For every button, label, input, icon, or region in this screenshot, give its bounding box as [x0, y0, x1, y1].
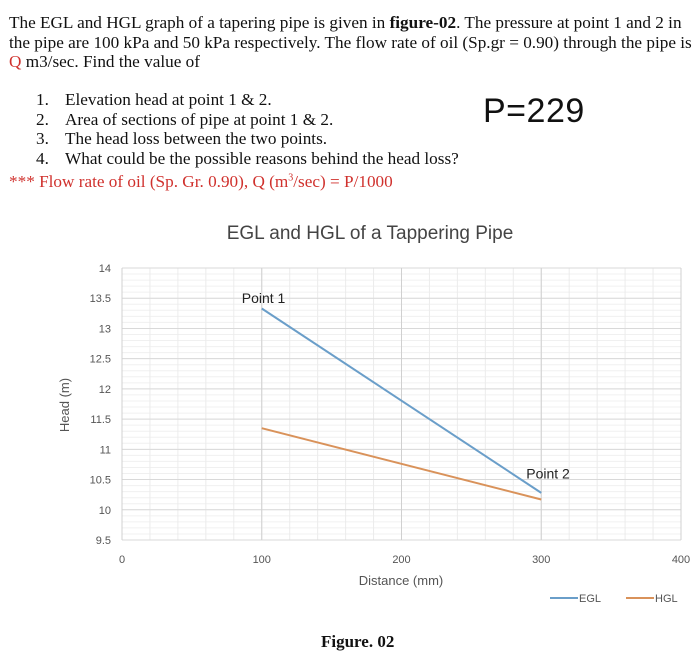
legend-hgl-label: HGL — [655, 593, 678, 605]
legend-egl-label: EGL — [579, 593, 601, 605]
x-tick-label: 400 — [672, 554, 690, 566]
y-axis-label: Head (m) — [57, 378, 72, 432]
x-axis-label: Distance (mm) — [359, 573, 444, 588]
figure-caption: Figure. 02 — [321, 632, 395, 651]
chart-legend: EGL HGL — [550, 593, 678, 605]
y-tick-label: 10 — [99, 505, 111, 517]
question-text: Elevation head at point 1 & 2. — [65, 90, 272, 109]
x-tick-label: 100 — [253, 554, 271, 566]
y-tick-label: 13.5 — [90, 293, 111, 305]
question-number: 1. — [36, 90, 49, 109]
chart-grid — [121, 267, 682, 541]
chart-series — [261, 307, 542, 501]
question-item: 4. What could be the possible reasons beh… — [36, 149, 459, 169]
question-item: 1. Elevation head at point 1 & 2. — [36, 90, 459, 110]
flow-rate-symbol: Q — [9, 52, 22, 71]
figure-reference: figure-02 — [389, 13, 457, 32]
note-superscript: 3 — [288, 172, 294, 184]
question-list: 1. Elevation head at point 1 & 2. 2. Area … — [36, 90, 459, 168]
intro-text-3: m3/sec. Find the value of — [21, 52, 200, 71]
intro-text: The EGL and HGL graph of a tapering pipe… — [9, 13, 390, 32]
annotation-point-1: Point 1 — [242, 290, 286, 306]
y-tick-label: 10.5 — [90, 475, 111, 487]
question-number: 3. — [36, 129, 49, 148]
note-prefix: *** Flow rate of oil (Sp. Gr. 0.90), Q (… — [9, 172, 289, 191]
series-egl-line — [261, 307, 542, 494]
p-value: P=229 — [483, 92, 585, 130]
annotation-point-2: Point 2 — [526, 466, 570, 482]
question-item: 2. Area of sections of pipe at point 1 & … — [36, 110, 459, 130]
series-hgl-line — [261, 427, 542, 501]
y-tick-label: 12 — [99, 384, 111, 396]
x-axis-ticks: 0 100 200 300 400 — [119, 554, 690, 566]
question-number: 2. — [36, 109, 49, 129]
question-text: What could be the possible reasons behin… — [65, 148, 459, 168]
note-suffix: /sec) = P/1000 — [293, 172, 393, 191]
problem-statement: The EGL and HGL graph of a tapering pipe… — [9, 13, 699, 72]
x-tick-label: 300 — [532, 554, 550, 566]
y-tick-label: 11 — [100, 444, 111, 456]
y-tick-label: 11.5 — [90, 414, 111, 426]
y-tick-label: 12.5 — [90, 354, 111, 366]
y-tick-label: 14 — [99, 263, 111, 275]
y-tick-label: 13 — [99, 323, 111, 335]
question-text: Area of sections of pipe at point 1 & 2. — [65, 109, 334, 129]
intro-text-2: . The pressure at point 1 and 2 in the p… — [9, 13, 692, 52]
question-number: 4. — [36, 148, 49, 168]
flow-rate-note: *** Flow rate of oil (Sp. Gr. 0.90), Q (… — [9, 172, 393, 192]
chart-title: EGL and HGL of a Tappering Pipe — [226, 223, 514, 244]
question-item: 3. The head loss between the two points. — [36, 129, 459, 149]
y-axis-ticks: 14 13.5 13 12.5 12 11.5 11 10.5 10 9.5 — [90, 263, 111, 547]
y-tick-label: 9.5 — [96, 535, 111, 547]
chart-annotations: Point 1 Point 2 — [242, 290, 570, 481]
question-text: The head loss between the two points. — [65, 129, 328, 148]
x-tick-label: 0 — [119, 554, 125, 566]
x-tick-label: 200 — [392, 554, 410, 566]
